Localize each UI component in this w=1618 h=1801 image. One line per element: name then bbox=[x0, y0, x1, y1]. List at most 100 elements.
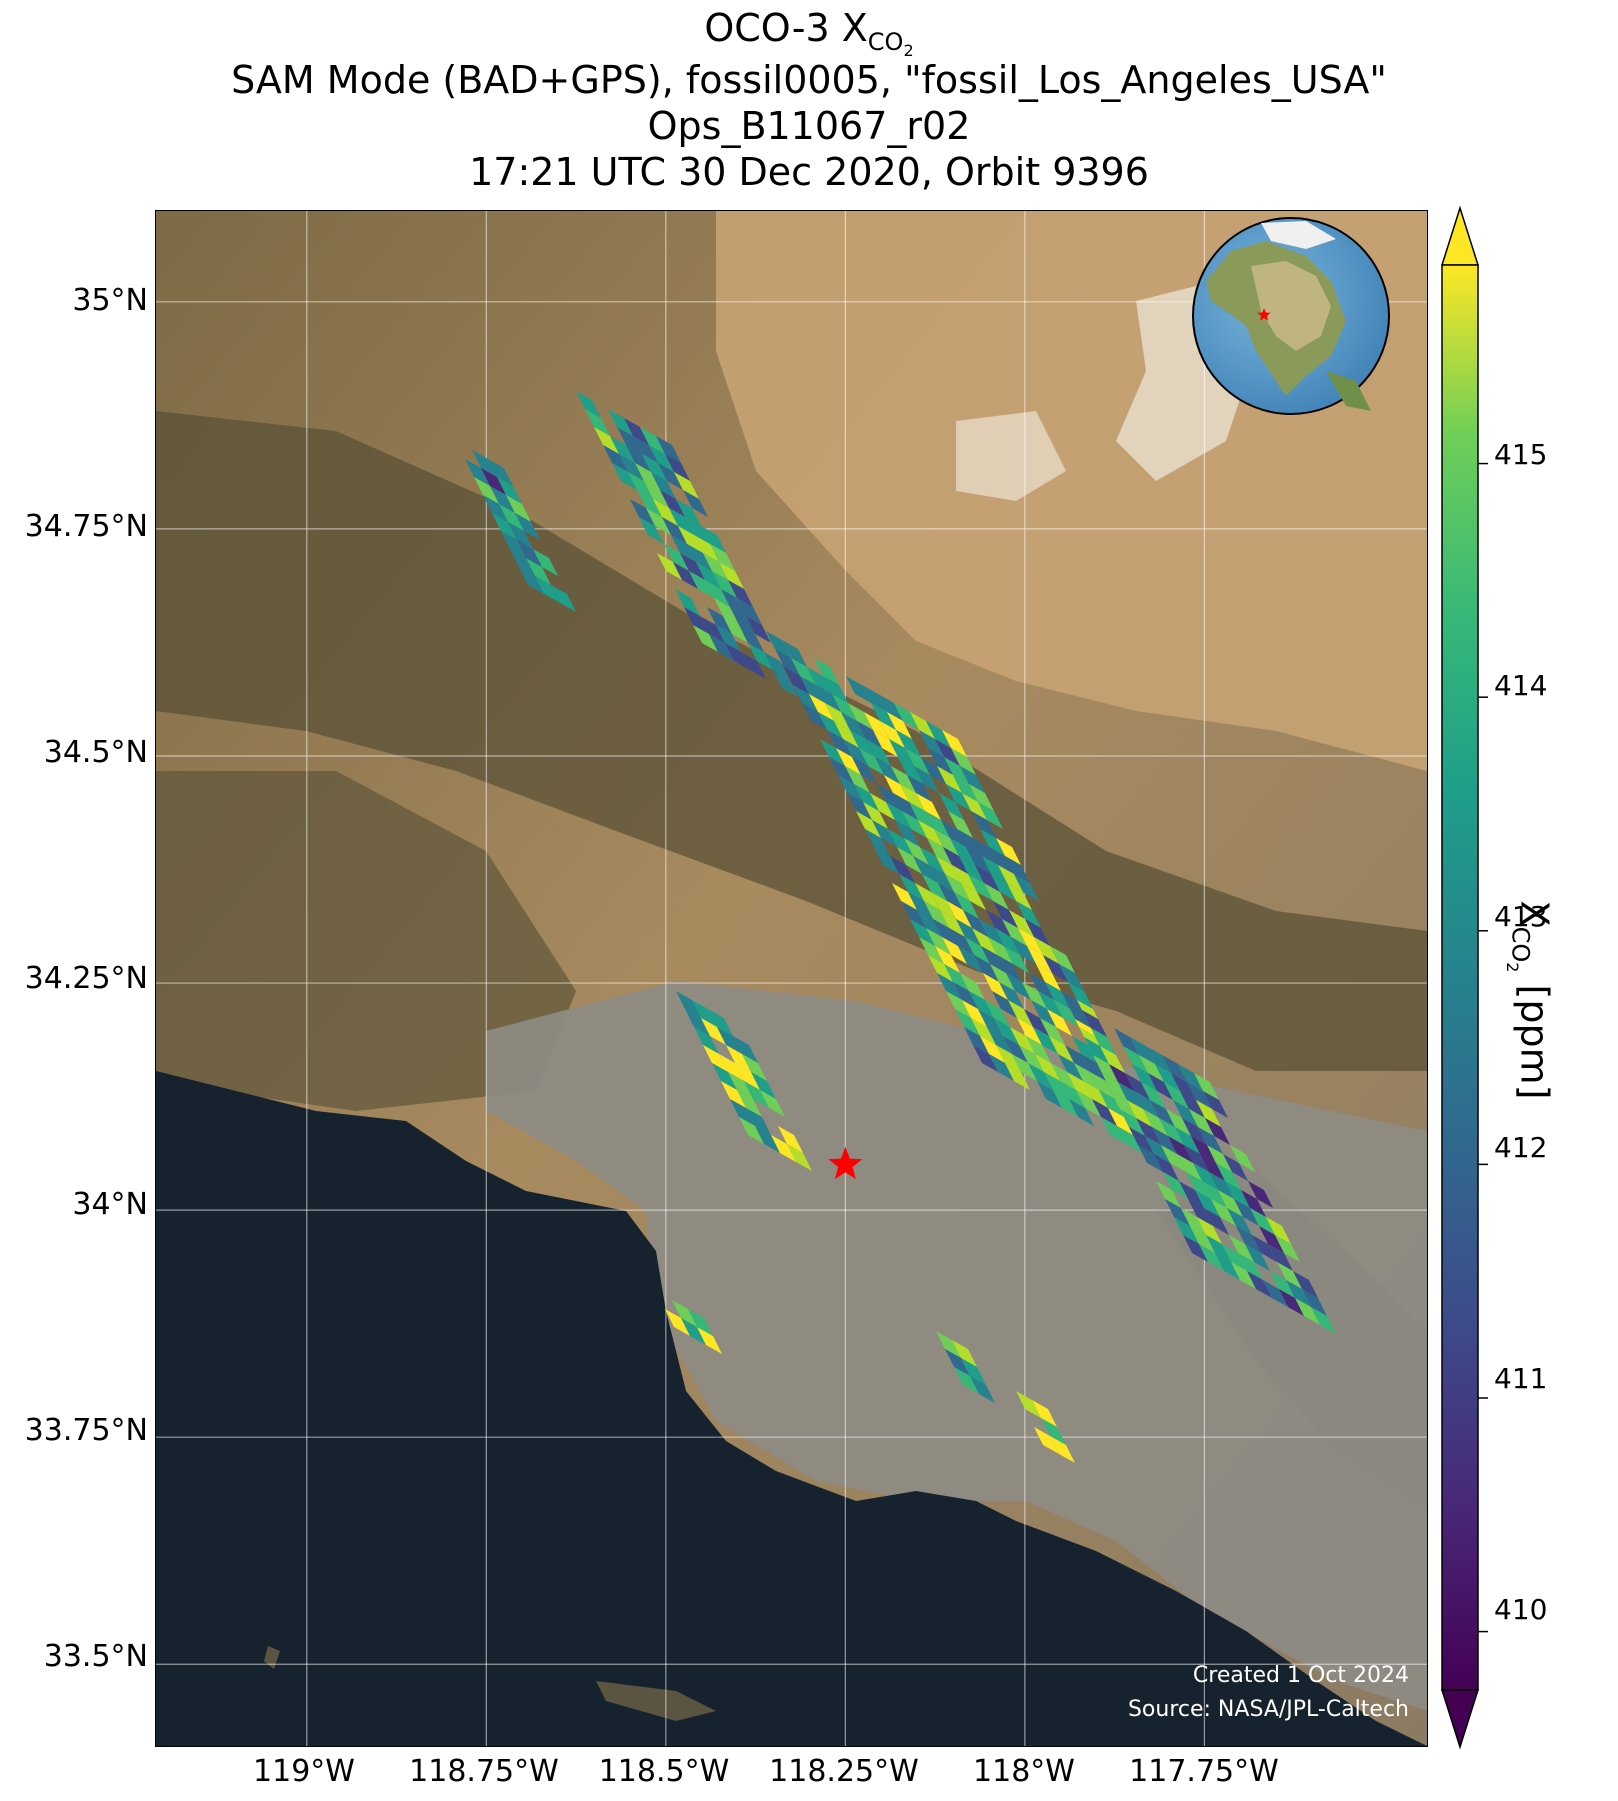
sounding-footprint bbox=[924, 901, 949, 928]
sounding-footprint bbox=[782, 640, 807, 667]
sounding-footprint bbox=[960, 766, 985, 793]
sounding-footprint bbox=[945, 874, 970, 901]
sounding-footprint bbox=[1143, 1109, 1168, 1136]
sounding-footprint bbox=[1076, 1090, 1101, 1117]
sounding-footprint bbox=[953, 982, 978, 1009]
sounding-footprint bbox=[1179, 1181, 1204, 1208]
sounding-footprint bbox=[1093, 1055, 1118, 1082]
sounding-footprint bbox=[895, 820, 920, 847]
sounding-footprint bbox=[656, 436, 681, 463]
sounding-footprint bbox=[646, 508, 671, 535]
sounding-footprint bbox=[474, 477, 499, 504]
sounding-footprint bbox=[1034, 937, 1059, 964]
sounding-footprint bbox=[948, 811, 973, 838]
sounding-footprint bbox=[877, 784, 902, 811]
sounding-footprint bbox=[674, 472, 699, 499]
sounding-footprint bbox=[1302, 1289, 1327, 1316]
lon-tick-119: 119°W bbox=[253, 1754, 355, 1789]
sounding-footprint bbox=[888, 829, 913, 856]
sounding-footprint bbox=[701, 1018, 726, 1045]
sounding-footprint bbox=[942, 937, 967, 964]
colorbar-tick-411: 411 bbox=[1494, 1362, 1548, 1395]
sounding-footprint bbox=[1154, 1154, 1179, 1181]
sounding-footprint bbox=[681, 1318, 706, 1345]
sounding-footprint bbox=[934, 829, 959, 856]
sounding-footprint bbox=[809, 694, 834, 721]
sounding-footprint bbox=[989, 847, 1014, 874]
sounding-footprint bbox=[1275, 1235, 1300, 1262]
sounding-footprint bbox=[712, 1063, 737, 1090]
sounding-footprint bbox=[854, 784, 879, 811]
sounding-footprint bbox=[1025, 919, 1050, 946]
sounding-footprint bbox=[1223, 1154, 1248, 1181]
sounding-footprint bbox=[878, 694, 903, 721]
sounding-footprint bbox=[1215, 1253, 1240, 1280]
sounding-footprint bbox=[1032, 1400, 1057, 1427]
sounding-footprint bbox=[692, 1000, 717, 1027]
sounding-footprint bbox=[991, 874, 1016, 901]
sounding-footprint bbox=[964, 1027, 989, 1054]
sounding-footprint bbox=[1130, 1037, 1155, 1064]
sounding-footprint bbox=[703, 1045, 728, 1072]
sounding-footprint bbox=[633, 436, 658, 463]
sounding-footprint bbox=[1058, 1054, 1083, 1081]
lat-tick-33-75: 33.75°N bbox=[24, 1413, 148, 1448]
sounding-footprint bbox=[1027, 946, 1052, 973]
sounding-footprint bbox=[1045, 982, 1070, 1009]
sounding-footprint bbox=[1016, 901, 1041, 928]
sounding-footprint bbox=[1195, 1190, 1220, 1217]
sounding-footprint bbox=[748, 643, 773, 670]
sounding-footprint bbox=[972, 928, 997, 955]
sounding-footprint bbox=[1175, 1127, 1200, 1154]
sounding-footprint bbox=[985, 1000, 1010, 1027]
sounding-footprint bbox=[1311, 1307, 1336, 1334]
sounding-footprint bbox=[1038, 991, 1063, 1018]
sounding-footprint bbox=[694, 535, 719, 562]
sounding-footprint bbox=[688, 1309, 713, 1336]
sounding-footprint bbox=[689, 571, 714, 598]
sounding-footprint bbox=[694, 1027, 719, 1054]
sounding-footprint bbox=[873, 730, 898, 757]
sounding-footprint bbox=[905, 748, 930, 775]
sounding-footprint bbox=[1132, 1064, 1157, 1091]
sounding-footprint bbox=[1125, 1073, 1150, 1100]
sounding-footprint bbox=[662, 517, 687, 544]
sounding-footprint bbox=[847, 793, 872, 820]
sounding-footprint bbox=[884, 775, 909, 802]
sounding-footprint bbox=[910, 919, 935, 946]
sounding-footprint bbox=[875, 757, 900, 784]
sounding-footprint bbox=[996, 1045, 1021, 1072]
sounding-footprint bbox=[1050, 1436, 1075, 1463]
sounding-footprint bbox=[970, 1376, 995, 1403]
sounding-footprint bbox=[594, 427, 619, 454]
sounding-footprint bbox=[465, 459, 490, 486]
sounding-footprint bbox=[1216, 1163, 1241, 1190]
sounding-footprint bbox=[1161, 1145, 1186, 1172]
sounding-footprint bbox=[827, 730, 852, 757]
sounding-footprint bbox=[978, 802, 1003, 829]
sounding-footprint bbox=[1123, 1046, 1148, 1073]
sounding-footprint bbox=[927, 838, 952, 865]
sounding-footprint bbox=[1006, 973, 1031, 1000]
sounding-footprint bbox=[1162, 1055, 1187, 1082]
sounding-footprint bbox=[986, 910, 1011, 937]
lat-tick-33-5: 33.5°N bbox=[43, 1639, 148, 1674]
sounding-footprint bbox=[649, 445, 674, 472]
sounding-footprint bbox=[1225, 1181, 1250, 1208]
sounding-footprint bbox=[760, 1090, 785, 1117]
sounding-footprint bbox=[870, 793, 895, 820]
sounding-footprint bbox=[1060, 1081, 1085, 1108]
sounding-footprint bbox=[971, 811, 996, 838]
sounding-footprint bbox=[1083, 1081, 1108, 1108]
sounding-footprint bbox=[1101, 1117, 1126, 1144]
sounding-footprint bbox=[1117, 1126, 1142, 1153]
sounding-footprint bbox=[1033, 1027, 1058, 1054]
sounding-footprint bbox=[1090, 1072, 1115, 1099]
sounding-footprint bbox=[1049, 1036, 1074, 1063]
sounding-footprint bbox=[800, 676, 825, 703]
sounding-footprint bbox=[1229, 1235, 1254, 1262]
sounding-footprint bbox=[845, 766, 870, 793]
sounding-footprint bbox=[901, 901, 926, 928]
sounding-footprint bbox=[1259, 1226, 1284, 1253]
sounding-footprint bbox=[998, 865, 1023, 892]
